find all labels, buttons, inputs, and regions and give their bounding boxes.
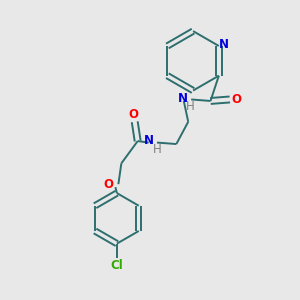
Text: H: H: [186, 100, 195, 112]
Text: O: O: [128, 108, 138, 121]
Text: Cl: Cl: [110, 260, 123, 272]
Text: N: N: [178, 92, 188, 105]
Text: N: N: [219, 38, 229, 51]
Text: O: O: [231, 93, 242, 106]
Text: H: H: [153, 142, 161, 156]
Text: O: O: [104, 178, 114, 191]
Text: N: N: [144, 134, 154, 147]
